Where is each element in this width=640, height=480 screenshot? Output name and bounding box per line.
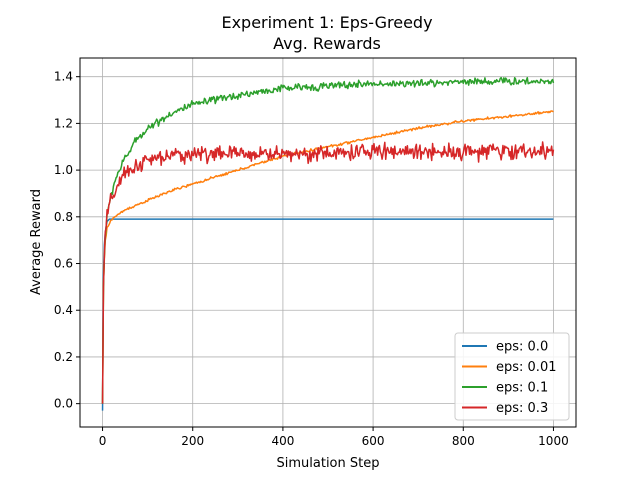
legend: eps: 0.0 eps: 0.01 eps: 0.1 eps: 0.3	[454, 332, 570, 421]
y-tick-label: 0.2	[54, 350, 73, 364]
x-tick-label: 800	[452, 434, 475, 448]
x-tick-label: 1000	[538, 434, 569, 448]
y-axis-label: Average Reward	[29, 189, 44, 295]
x-tick-label: 400	[271, 434, 294, 448]
series-line-4	[101, 141, 555, 404]
chart-subtitle: Avg. Rewards	[273, 34, 381, 53]
legend-label: eps: 0.0	[496, 340, 548, 355]
plot-area-frame	[79, 57, 577, 428]
legend-label: eps: 0.3	[496, 401, 548, 416]
y-tick-label: 1.4	[54, 70, 73, 84]
legend-label: eps: 0.01	[496, 360, 556, 375]
y-tick-label: 0.0	[54, 397, 73, 411]
legend-box	[454, 332, 570, 421]
series-line-3	[101, 76, 555, 404]
y-tick-label: 1.0	[54, 163, 73, 177]
x-tick-label: 600	[362, 434, 385, 448]
x-tick-label: 200	[181, 434, 204, 448]
legend-label: eps: 0.1	[496, 381, 548, 396]
y-tick-label: 1.2	[54, 116, 73, 130]
chart-title: Experiment 1: Eps-Greedy	[221, 13, 432, 32]
series-line-2	[101, 110, 554, 404]
series-line-1	[101, 218, 554, 411]
y-tick-label: 0.4	[54, 303, 73, 317]
x-tick-label: 0	[99, 434, 107, 448]
grid	[80, 58, 576, 427]
y-tick-label: 0.6	[54, 257, 73, 271]
ticks: 0 200 400 600 800 1000 0.0 0.2 0.4 0.6 0.8 1.0 1.2 1.…	[54, 70, 569, 448]
y-tick-label: 0.8	[54, 210, 73, 224]
series-layer	[101, 76, 555, 411]
x-axis-label: Simulation Step	[277, 456, 380, 471]
